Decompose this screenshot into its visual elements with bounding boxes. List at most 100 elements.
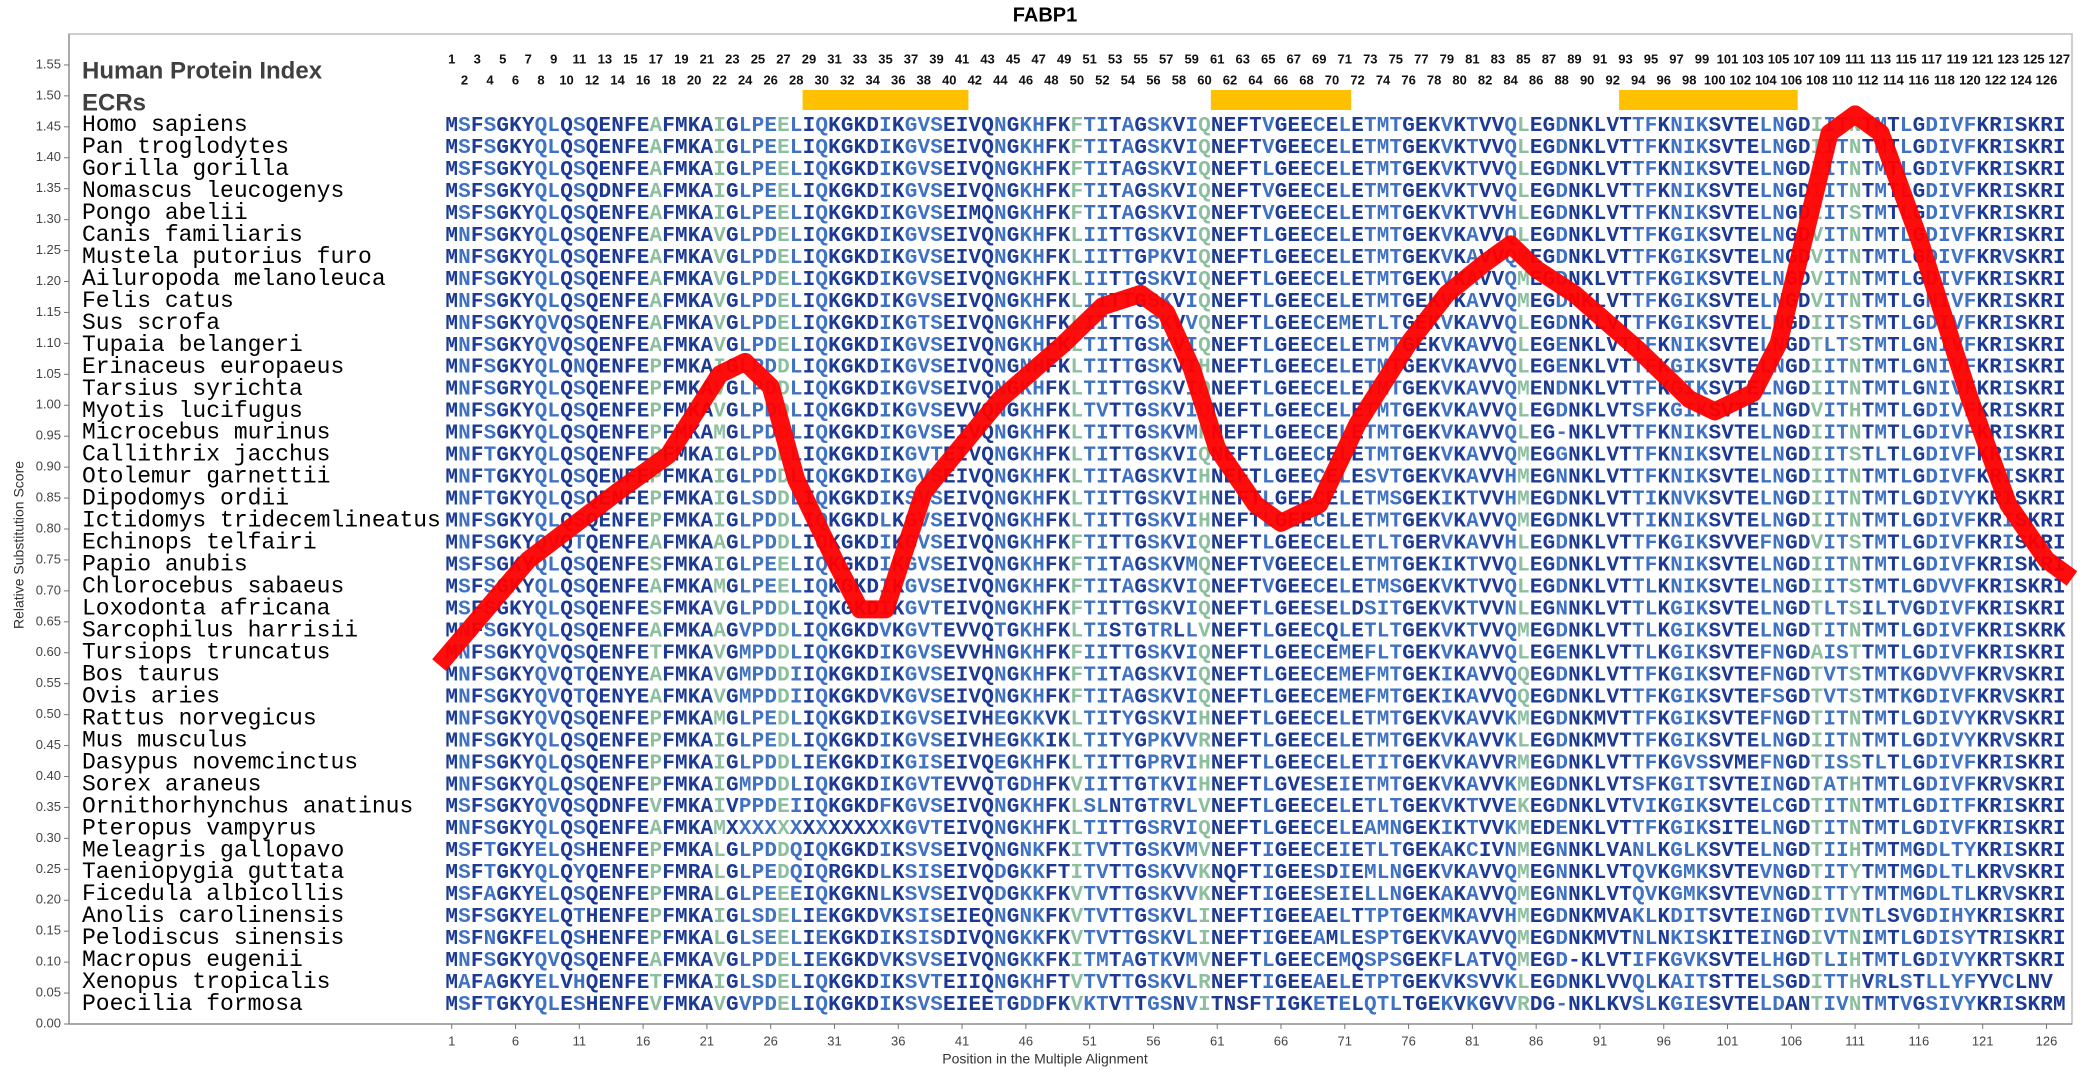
y-tick-label: 0.75 — [36, 551, 61, 566]
sequence: MSFSGKYQLQSQENFEAFMKAIGLPEELIQKGKDIKGVSE… — [445, 202, 2065, 225]
y-tick-label: 1.50 — [36, 87, 61, 102]
score-line — [432, 105, 2078, 671]
position-number: 97 — [1669, 51, 1683, 66]
y-tick-label: 0.05 — [36, 985, 61, 1000]
species-name: Tupaia belangeri — [82, 332, 303, 358]
position-number: 13 — [598, 51, 612, 66]
position-number: 35 — [878, 51, 892, 66]
position-number: 81 — [1465, 51, 1479, 66]
position-number: 5 — [499, 51, 506, 66]
sequence: MNFSGKYQLQSQENFEAFMKAVGLPDELIQKGKDIKGVSE… — [445, 268, 2065, 291]
sequence: MNFSGKYQLQSQENFEAFMKAAGVPDDLIQKGKDVKGVTE… — [445, 620, 2066, 643]
position-number: 8 — [537, 72, 544, 87]
position-number: 43 — [980, 51, 994, 66]
position-number: 39 — [929, 51, 943, 66]
species-name: Echinops telfairi — [82, 530, 317, 556]
position-number: 55 — [1133, 51, 1147, 66]
position-number: 93 — [1618, 51, 1632, 66]
position-number: 53 — [1108, 51, 1122, 66]
species-name: Tarsius syrichta — [82, 376, 303, 402]
species-name: Pongo abelii — [82, 200, 248, 226]
species-name: Ovis aries — [82, 683, 220, 709]
x-tick-label: 16 — [636, 1033, 650, 1048]
x-tick-label: 66 — [1274, 1033, 1288, 1048]
y-tick-label: 0.70 — [36, 582, 61, 597]
position-number: 4 — [486, 72, 494, 87]
position-number: 59 — [1184, 51, 1198, 66]
x-tick-label: 56 — [1146, 1033, 1160, 1048]
position-number: 34 — [866, 72, 881, 87]
position-number: 117 — [1921, 51, 1942, 66]
position-number: 47 — [1031, 51, 1045, 66]
species-name: Loxodonta africana — [82, 596, 331, 622]
position-number: 31 — [827, 51, 841, 66]
species-name: Xenopus tropicalis — [82, 969, 330, 995]
species-name: Chlorocebus sabaeus — [82, 574, 344, 600]
x-tick-label: 81 — [1465, 1033, 1479, 1048]
position-number: 46 — [1019, 72, 1033, 87]
sequence: MSFSGKYQLQSQENFESFMKAVGLPDDLIQKGKDIKGVTE… — [445, 598, 2065, 621]
position-number: 89 — [1567, 51, 1581, 66]
position-number: 127 — [2048, 51, 2070, 66]
position-number: 75 — [1389, 51, 1403, 66]
position-number: 42 — [968, 72, 982, 87]
position-number: 9 — [550, 51, 557, 66]
sequence: MNFSGKYQLQSQENFEPFMKAIGLPDDLIEKGKDIKGISE… — [445, 752, 2065, 775]
sequence: MNFSGKYQLQSQENFEAFMKAMXXXXXXXXXXXXXKGVTE… — [445, 818, 2065, 841]
position-number: 50 — [1070, 72, 1084, 87]
species-name: Callithrix jacchus — [82, 442, 330, 468]
position-number: 69 — [1312, 51, 1326, 66]
position-number: 99 — [1695, 51, 1709, 66]
species-name: Meleagris gallopavo — [82, 837, 344, 863]
y-tick-label: 0.35 — [36, 799, 61, 814]
position-number: 20 — [687, 72, 701, 87]
sequence: MNFSGKYQVQTQENYEAFMKAVGMPDDIIQKGKDVKGVSE… — [445, 686, 2065, 709]
species-name: Mus musculus — [82, 727, 248, 753]
position-number: 61 — [1210, 51, 1224, 66]
position-number: 74 — [1376, 72, 1391, 87]
sequence: MNFTGKYQLQSQENFEPFMKAIGLPDELIQKGKDIKGVTE… — [445, 444, 2065, 467]
sequence: MSFSGKYQLQSQENFEAFMKAMGLPEELIQKGKDIKGVSE… — [445, 576, 2065, 599]
position-number: 102 — [1729, 72, 1751, 87]
y-tick-label: 0.45 — [36, 737, 61, 752]
position-number: 44 — [993, 72, 1008, 87]
y-tick-label: 1.55 — [36, 56, 61, 71]
position-number: 91 — [1593, 51, 1607, 66]
position-number: 24 — [738, 72, 753, 87]
species-name: Ailuropoda melanoleuca — [82, 266, 386, 292]
species-name: Felis catus — [82, 288, 234, 314]
position-number: 1 — [448, 51, 455, 66]
position-number: 80 — [1452, 72, 1466, 87]
position-number: 36 — [891, 72, 905, 87]
position-number: 12 — [585, 72, 599, 87]
sequence: MNFTGKYQLQSQENFEPFMKAIGLPDDLIQKGKDIKGVSE… — [445, 466, 2065, 489]
position-number: 73 — [1363, 51, 1377, 66]
position-number: 72 — [1350, 72, 1364, 87]
position-number: 62 — [1223, 72, 1237, 87]
position-number: 112 — [1857, 72, 1878, 87]
position-number: 101 — [1717, 51, 1739, 66]
position-number: 6 — [512, 72, 519, 87]
x-axis-title: Position in the Multiple Alignment — [942, 1051, 1148, 1067]
species-name: Sorex araneus — [82, 771, 261, 797]
y-tick-label: 1.25 — [36, 242, 61, 257]
species-name: Homo sapiens — [82, 112, 248, 138]
x-tick-label: 41 — [955, 1033, 969, 1048]
species-name: Pelodiscus sinensis — [82, 925, 344, 951]
position-number: 106 — [1780, 72, 1802, 87]
position-number: 78 — [1427, 72, 1441, 87]
position-number: 52 — [1095, 72, 1109, 87]
position-number: 54 — [1121, 72, 1136, 87]
position-number: 41 — [955, 51, 969, 66]
y-tick-label: 1.00 — [36, 397, 61, 412]
x-tick-label: 96 — [1657, 1033, 1671, 1048]
y-tick-label: 1.20 — [36, 273, 61, 288]
position-number: 88 — [1554, 72, 1568, 87]
sequence: MSFSGKYQLQSQENFEAFMKAIGLPEELIQKGKDIKGVSE… — [445, 158, 2065, 181]
position-number: 94 — [1631, 72, 1646, 87]
x-tick-label: 21 — [700, 1033, 714, 1048]
x-tick-label: 61 — [1210, 1033, 1224, 1048]
sequence: MSFSGKYQLQSQDNFEAFMKAIGLPEELIQKGKDIKGVSE… — [445, 180, 2065, 203]
position-number: 56 — [1146, 72, 1160, 87]
position-number: 14 — [610, 72, 625, 87]
